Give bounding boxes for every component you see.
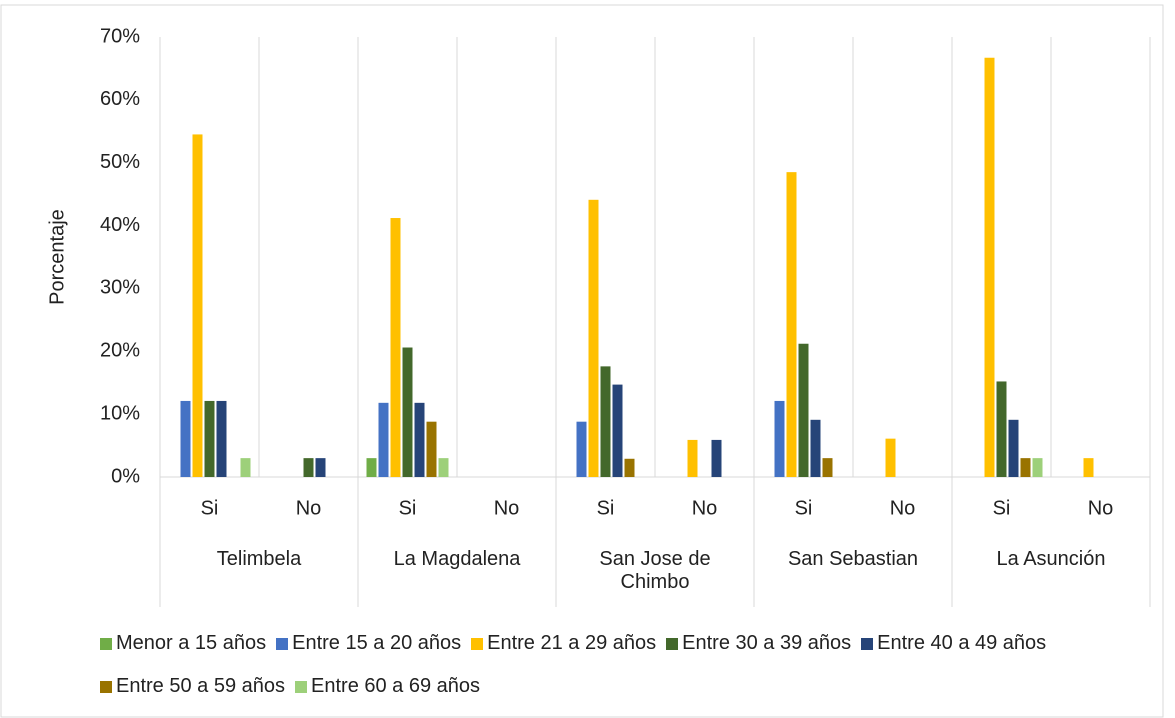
x-tick-label: No <box>494 497 520 519</box>
legend-item: Menor a 15 años <box>100 632 266 655</box>
legend-label: Entre 15 a 20 años <box>292 632 462 654</box>
x-tick-label: Si <box>795 497 813 519</box>
legend-item: Entre 60 a 69 años <box>295 675 480 698</box>
group-label: Telimbela <box>216 548 302 570</box>
bar <box>774 400 785 477</box>
y-tick-label: 10% <box>100 402 140 424</box>
legend-item: Entre 50 a 59 años <box>100 675 285 698</box>
bar <box>576 421 587 477</box>
bar <box>1083 458 1094 477</box>
bar <box>366 458 377 477</box>
legend-item: Entre 21 a 29 años <box>471 632 656 655</box>
bar <box>192 134 203 477</box>
x-tick-label: Si <box>993 497 1011 519</box>
x-tick-label: No <box>692 497 718 519</box>
bar <box>426 421 437 477</box>
x-tick-label: Si <box>201 497 219 519</box>
bar <box>711 439 722 477</box>
bar <box>390 218 401 477</box>
bar <box>1008 419 1019 477</box>
group-label: La Magdalena <box>393 548 521 570</box>
bar <box>687 439 698 477</box>
group-label: San Sebastian <box>787 548 919 570</box>
x-tick-label: No <box>1088 497 1114 519</box>
bar <box>240 458 251 477</box>
y-tick-label: 20% <box>100 340 140 362</box>
bar <box>996 381 1007 477</box>
group-label: San Jose de Chimbo <box>599 548 711 593</box>
legend-swatch <box>666 637 679 650</box>
bar <box>624 458 635 477</box>
bar <box>438 458 449 477</box>
y-tick-label: 70% <box>100 25 140 47</box>
legend-swatch <box>100 680 112 693</box>
y-tick-label: 0% <box>111 465 140 487</box>
legend-label: Entre 30 a 39 años <box>682 632 852 654</box>
legend-label: Menor a 15 años <box>116 632 267 654</box>
bar <box>612 384 623 477</box>
y-tick-label: 30% <box>100 277 140 299</box>
bar <box>414 402 425 477</box>
bar <box>315 458 326 477</box>
legend-swatch <box>276 637 289 650</box>
bar <box>378 402 389 477</box>
x-tick-label: No <box>296 497 322 519</box>
legend-label: Entre 21 a 29 años <box>487 632 657 654</box>
group-label: La Asunción <box>996 548 1106 570</box>
bar <box>1020 458 1031 477</box>
bar <box>216 400 227 477</box>
y-tick-label: 40% <box>100 214 140 236</box>
bar <box>180 400 191 477</box>
x-tick-label: Si <box>597 497 615 519</box>
bar <box>810 419 821 477</box>
x-tick-label: Si <box>399 497 417 519</box>
bar <box>984 57 995 477</box>
bar <box>588 199 599 478</box>
legend-item: Entre 15 a 20 años <box>276 632 461 655</box>
legend-label: Entre 60 a 69 años <box>311 675 481 697</box>
bar <box>1032 458 1043 477</box>
y-tick-label: 50% <box>100 151 140 173</box>
x-tick-label: No <box>890 497 916 519</box>
bar <box>786 172 797 477</box>
bar <box>204 400 215 477</box>
y-tick-label: 60% <box>100 88 140 110</box>
legend-swatch <box>861 637 874 650</box>
legend-swatch <box>471 637 484 650</box>
legend-item: Entre 40 a 49 años <box>861 632 1046 655</box>
bar <box>402 347 413 477</box>
bar <box>303 458 314 477</box>
legend-swatch <box>295 680 308 693</box>
bar <box>885 438 896 477</box>
legend: Menor a 15 años Entre 15 a 20 años Entre 2… <box>100 632 1120 698</box>
legend-item: Entre 30 a 39 años <box>666 632 851 655</box>
chart-border <box>0 4 1164 718</box>
bar <box>798 343 809 477</box>
legend-label: Entre 40 a 49 años <box>877 632 1047 654</box>
legend-label: Entre 50 a 59 años <box>116 675 286 697</box>
legend-swatch <box>100 637 112 650</box>
bar <box>822 458 833 477</box>
bar <box>600 366 611 477</box>
y-axis-label: Porcentaje <box>46 209 68 305</box>
